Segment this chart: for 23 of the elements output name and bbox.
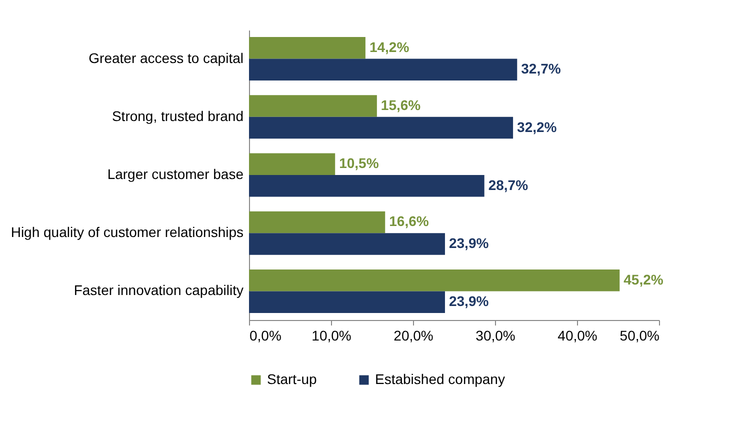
x-tick-label: 0,0% xyxy=(250,328,282,344)
x-tick-label: 20,0% xyxy=(394,328,434,344)
y-tick-label: Larger customer base xyxy=(107,166,244,182)
data-label: 10,5% xyxy=(339,155,380,172)
legend-label: Estabished company xyxy=(375,371,505,387)
x-tick-label: 50,0% xyxy=(620,328,660,344)
y-tick-label: Greater access to capital xyxy=(88,50,244,66)
data-label: 32,7% xyxy=(521,60,562,77)
data-label: 15,6% xyxy=(380,96,422,113)
x-tick-label: 30,0% xyxy=(476,328,516,344)
data-label: 32,2% xyxy=(517,118,558,135)
data-label: 16,6% xyxy=(389,213,430,230)
data-label: 14,2% xyxy=(369,38,410,55)
y-tick-label: Strong, trusted brand xyxy=(112,108,244,124)
data-label: 28,7% xyxy=(488,176,529,193)
data-label: 45,2% xyxy=(624,271,664,288)
y-tick-label: Faster innovation capability xyxy=(74,282,244,298)
data-label: 23,9% xyxy=(448,235,490,252)
data-label: 23,9% xyxy=(448,293,490,310)
x-tick-label: 10,0% xyxy=(312,328,352,344)
y-tick-label: High quality of customer relationships xyxy=(10,224,244,240)
legend-label: Start-up xyxy=(267,371,318,387)
x-tick-label: 40,0% xyxy=(558,328,598,344)
